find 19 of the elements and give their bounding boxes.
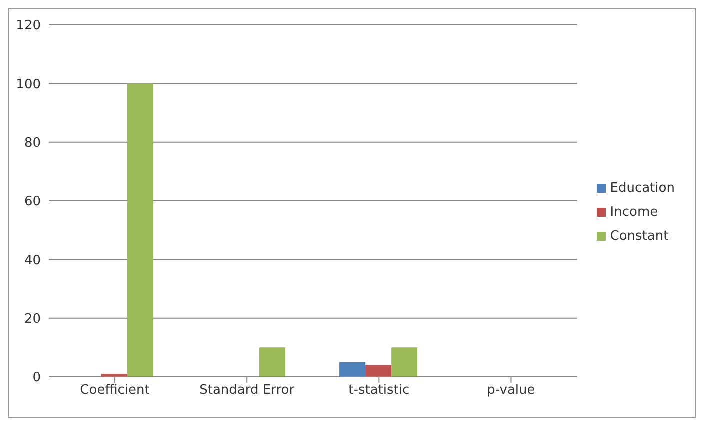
bar — [259, 348, 286, 377]
bar — [366, 365, 392, 377]
bar — [127, 84, 154, 377]
bar — [340, 362, 366, 377]
legend-label: Constant — [610, 229, 669, 244]
y-tick-label: 80 — [24, 136, 41, 151]
y-tick-label: 60 — [24, 194, 41, 210]
x-tick-label: p-value — [487, 383, 536, 398]
y-tick-label: 0 — [32, 370, 41, 386]
bar — [392, 348, 418, 377]
x-tick-label: Standard Error — [200, 383, 296, 398]
x-tick-label: Coefficient — [80, 383, 150, 398]
legend-label: Education — [610, 181, 675, 196]
legend-label: Income — [610, 205, 658, 220]
x-tick-label: t-statistic — [348, 383, 410, 398]
y-tick-label: 120 — [16, 18, 41, 34]
y-tick-label: 100 — [16, 77, 41, 92]
y-tick-label: 20 — [24, 312, 41, 327]
y-tick-label: 40 — [24, 253, 41, 268]
